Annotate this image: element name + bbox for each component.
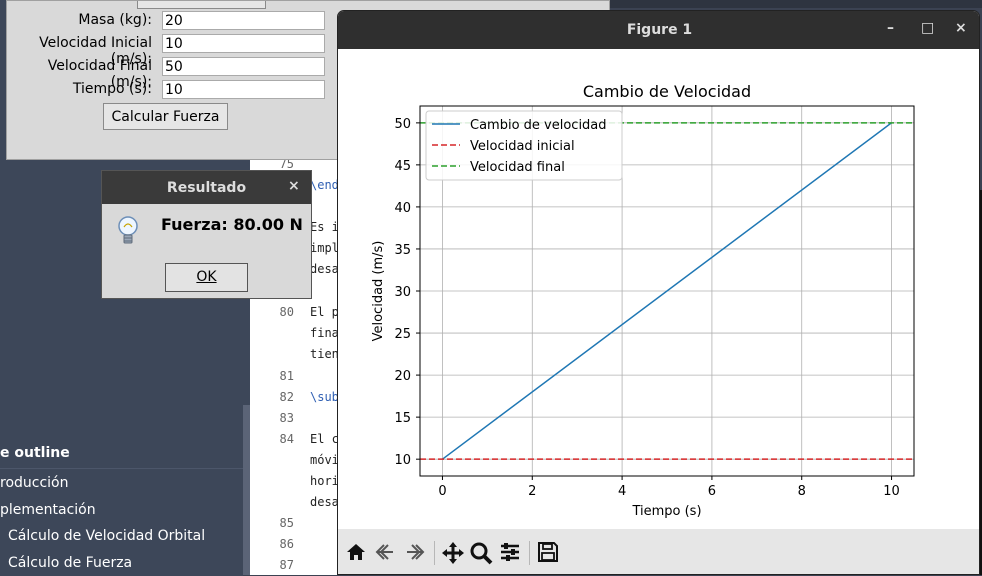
line-number: 84 [279,432,294,446]
code-line[interactable]: fina [310,326,339,340]
code-line[interactable]: El c [310,432,339,446]
code-line[interactable]: \end [310,178,339,192]
figure-titlebar[interactable]: Figure 1 – □ × [338,11,979,49]
calculate-force-button[interactable]: Calcular Fuerza [103,103,228,130]
line-number: 80 [279,305,294,319]
outline-item[interactable]: roducción [0,475,69,491]
outline-item[interactable]: Cálculo de Velocidad Orbital [8,528,206,544]
toolbar-separator [434,541,435,565]
line-number: 81 [279,369,294,383]
forward-icon[interactable] [404,541,426,563]
y-tick-label: 30 [394,285,411,300]
line-number: 75 [279,157,294,171]
code-line[interactable]: El p [310,305,339,319]
line-number: 87 [279,558,294,572]
back-icon[interactable] [374,541,396,563]
series-line [442,122,892,460]
maximize-icon[interactable]: □ [921,20,935,36]
result-dialog: Resultado × Fuerza: 80.00 N OK [101,170,312,299]
chart-title: Cambio de Velocidad [583,82,751,101]
field-input[interactable]: 20 [162,11,325,30]
legend-label: Cambio de velocidad [470,118,607,133]
y-axis-label: Velocidad (m/s) [371,241,386,342]
outline-panel [0,468,243,576]
y-tick-label: 50 [394,117,411,132]
legend-label: Velocidad inicial [470,139,575,154]
home-icon[interactable] [345,541,367,563]
save-icon[interactable] [537,541,559,563]
figure-window: Figure 1 – □ × 0 2 4 6 8 10 10 15 20 25 30 35 40 45 50… [337,10,980,575]
line-number: 85 [279,516,294,530]
y-tick-label: 10 [394,453,411,468]
x-tick-label: 4 [618,484,626,499]
top-bar-fragment [607,0,982,8]
x-tick-label: 2 [528,484,536,499]
dialog-titlebar[interactable]: Resultado × [102,171,311,204]
x-tick-label: 10 [883,484,900,499]
x-tick-label: 0 [438,484,446,499]
close-icon[interactable]: × [288,178,300,194]
figure-toolbar [338,529,979,574]
x-tick-label: 8 [798,484,806,499]
x-tick-label: 6 [708,484,716,499]
legend-label: Velocidad final [470,160,565,175]
code-line[interactable]: móvi [310,453,339,467]
button-fragment [137,1,266,9]
code-line[interactable]: Es i [310,220,339,234]
y-tick-label: 20 [394,369,411,384]
y-tick-label: 35 [394,243,411,258]
lightbulb-icon [118,216,138,244]
velocity-chart: 0 2 4 6 8 10 10 15 20 25 30 35 40 45 50 Cambio de Veloc… [371,82,915,519]
dialog-title: Resultado [166,180,247,196]
outline-item[interactable]: plementación [0,502,96,518]
y-tick-label: 45 [394,159,411,174]
result-message: Fuerza: 80.00 N [161,215,303,234]
configure-subplots-icon[interactable] [499,541,521,563]
field-label: Velocidad Inicial (m/s): [39,35,152,67]
figure-title: Figure 1 [626,22,693,38]
line-number: 86 [279,537,294,551]
x-axis-label: Tiempo (s) [631,504,701,519]
y-tick-label: 25 [394,327,411,342]
outline-item[interactable]: Cálculo de Fuerza [8,555,133,571]
field-input[interactable]: 10 [162,34,325,53]
y-tick-label: 40 [394,201,411,216]
code-line[interactable]: impl [310,241,339,255]
code-line[interactable]: \sub [310,390,339,404]
field-label: Tiempo (s): [72,81,152,97]
zoom-icon[interactable] [469,541,493,565]
code-line[interactable]: tien [310,347,339,361]
pan-icon[interactable] [441,541,465,565]
minimize-icon[interactable]: – [887,20,894,36]
ok-button[interactable]: OK [165,263,248,292]
field-label: Masa (kg): [78,12,152,28]
line-number: 83 [279,411,294,425]
outline-header[interactable]: e outline [0,445,70,461]
field-input[interactable]: 50 [162,57,325,76]
close-icon[interactable]: × [955,20,967,36]
panel-splitter[interactable] [243,405,250,575]
field-label: Velocidad Final (m/s): [47,58,152,90]
code-line[interactable]: desa [310,262,339,276]
y-tick-label: 15 [394,411,411,426]
line-number: 82 [279,390,294,404]
legend-box [425,110,623,181]
field-input[interactable]: 10 [162,80,325,99]
window-edge [978,190,982,575]
code-line[interactable]: hori [310,474,339,488]
toolbar-separator [529,541,530,565]
code-line[interactable]: desa [310,495,339,509]
